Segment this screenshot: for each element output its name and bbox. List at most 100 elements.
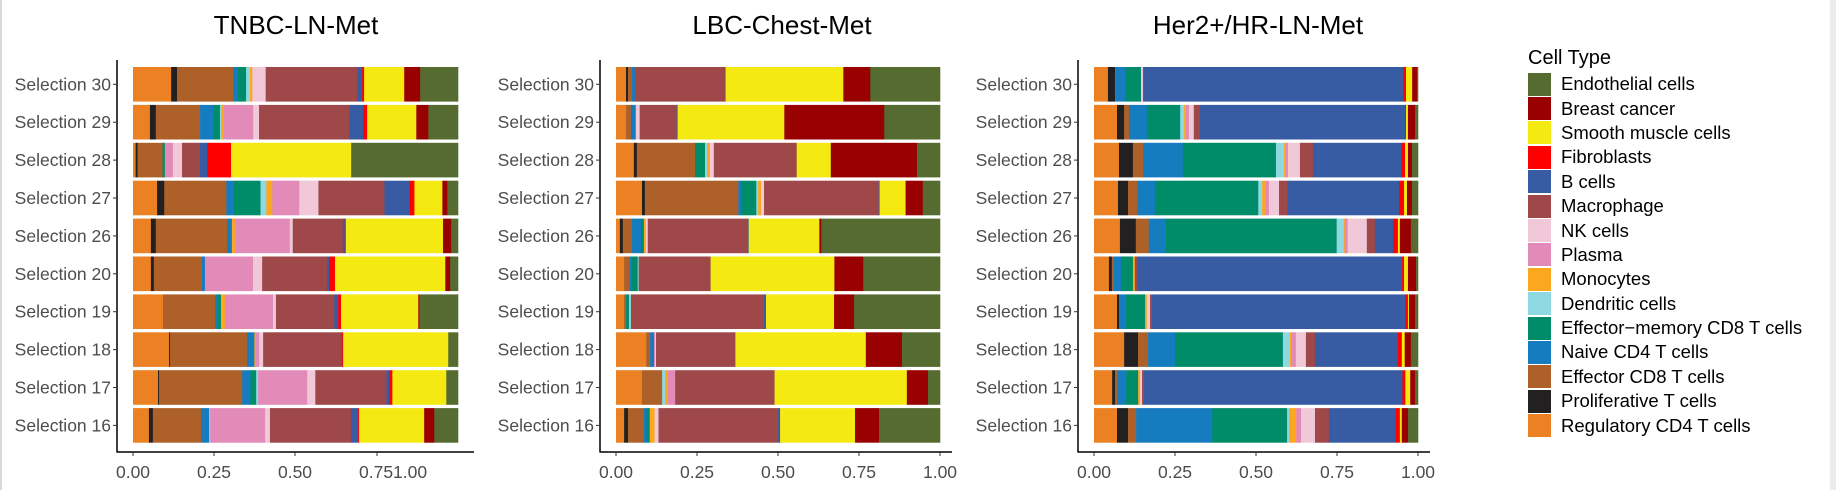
bar-segment-bcell	[1312, 142, 1402, 178]
y-tick-label: Selection 26	[15, 226, 111, 246]
panel-2: LBC-Chest-Met Selection 30 Selection 29 Sel…	[498, 10, 958, 482]
bar-segment-breast	[1410, 370, 1416, 405]
bar-segment-plasma	[1344, 218, 1348, 254]
bar-segment-mono	[649, 408, 655, 443]
bar-segment-plasma	[223, 104, 254, 140]
bar-segment-naive	[630, 104, 637, 140]
y-tick-label: Selection 20	[498, 264, 595, 284]
legend-label: Proliferative T cells	[1561, 390, 1717, 412]
bar-segment-plasma	[210, 408, 266, 443]
x-tick-label: 1.00	[923, 462, 957, 482]
bar-segment-bcell	[1152, 294, 1406, 329]
x-tick-label: 0.75	[842, 462, 876, 482]
bar-segment-plasma	[1265, 180, 1270, 216]
legend-label: Monocytes	[1561, 268, 1651, 290]
bar-segment-em	[694, 142, 706, 178]
bar-segment-dend	[1275, 142, 1285, 178]
bar-segment-prolif	[633, 142, 638, 178]
bar-segment-dend	[1336, 218, 1345, 254]
bar-segment-breast	[424, 408, 435, 443]
bar-segment-bcell	[357, 67, 363, 102]
bar-segment-smooth	[1405, 370, 1411, 405]
bar-segment-macro	[1142, 370, 1145, 405]
bar-segment-endo	[1411, 142, 1419, 178]
y-tick-label: Selection 20	[976, 264, 1073, 284]
bar-segment-naive	[1113, 256, 1122, 292]
x-tick-label: 0.50	[1239, 462, 1273, 482]
legend-label: Smooth muscle cells	[1561, 121, 1731, 143]
panel-3: Her2+/HR-LN-Met Selection 30 Selection 29 S…	[976, 10, 1436, 482]
bar-segment-naive	[1142, 142, 1184, 178]
bar-segment-naive	[1148, 218, 1166, 254]
bar-segment-macro	[647, 218, 748, 254]
bar-segment-smooth	[1404, 256, 1409, 292]
legend-swatch	[1528, 121, 1551, 145]
bar-segment-reg	[1094, 180, 1119, 216]
bar-segment-smooth	[414, 180, 443, 216]
bar-segment-eff	[642, 370, 663, 405]
bar-segment-fib	[329, 256, 336, 292]
bar-segment-smooth	[796, 142, 832, 178]
bar-segment-eff	[1135, 218, 1150, 254]
bar-segment-smooth	[335, 256, 446, 292]
bar-segment-endo	[821, 218, 941, 254]
bar-segment-endo	[446, 370, 459, 405]
bar-segment-breast	[819, 218, 822, 254]
bar-row	[616, 256, 941, 292]
bar-segment-em	[1165, 218, 1337, 254]
bar-segment-eff	[626, 104, 632, 140]
bar-segment-macro	[638, 256, 711, 292]
bar-segment-fib	[1401, 142, 1406, 178]
y-tick-label: Selection 16	[498, 415, 594, 435]
bar-segment-reg	[1094, 256, 1110, 292]
bar-segment-eff	[1128, 408, 1137, 443]
bar-segment-prolif	[135, 142, 138, 178]
legend-label: B cells	[1561, 170, 1616, 192]
legend-swatch	[1528, 414, 1551, 438]
bar-segment-naive	[1117, 370, 1127, 405]
x-tick-label: 0.00	[599, 462, 633, 482]
bar-segment-breast	[443, 218, 452, 254]
bar-segment-breast	[865, 332, 903, 367]
bar-segment-naive	[1148, 332, 1176, 367]
bar-segment-reg	[616, 256, 625, 292]
y-tick-label: Selection 28	[976, 150, 1072, 170]
bar-segment-reg	[616, 142, 635, 178]
bar-segment-reg	[616, 294, 625, 329]
bar-segment-reg	[616, 180, 643, 216]
bar-segment-endo	[870, 67, 941, 102]
legend-item-eff: Effector CD8 T cells	[1528, 365, 1828, 389]
bar-segment-naive	[247, 332, 255, 367]
legend-title: Cell Type	[1528, 47, 1612, 69]
legend-swatch	[1528, 219, 1551, 243]
bar-segment-dend	[246, 67, 251, 102]
bar-segment-breast	[416, 104, 429, 140]
bar-segment-fib	[1402, 370, 1406, 405]
bar-segment-mono	[221, 104, 225, 140]
bar-segment-eff	[628, 408, 645, 443]
bar-segment-macro	[658, 408, 779, 443]
legend-item-mono: Monocytes	[1528, 267, 1828, 291]
bar-row	[133, 142, 459, 178]
bar-segment-macro	[259, 104, 350, 140]
bar-segment-endo	[428, 104, 459, 140]
bar-segment-endo	[879, 408, 941, 443]
legend-swatch	[1528, 194, 1551, 218]
y-tick-label: Selection 19	[498, 302, 594, 322]
legend-swatch	[1528, 340, 1551, 364]
bar-segment-eff	[1124, 104, 1130, 140]
bar-segment-breast	[1407, 142, 1413, 178]
bar-segment-endo	[1407, 408, 1419, 443]
bar-segment-macro	[262, 256, 328, 292]
y-tick-label: Selection 27	[976, 188, 1072, 208]
bar-segment-naive	[201, 256, 206, 292]
bar-segment-smooth	[1401, 332, 1406, 367]
bar-segment-bcell	[386, 370, 390, 405]
bar-segment-fib	[1405, 294, 1409, 329]
y-tick-label: Selection 16	[15, 415, 111, 435]
bar-segment-em	[162, 142, 166, 178]
legend-label: Endothelial cells	[1561, 73, 1695, 95]
bar-segment-nk	[1147, 294, 1151, 329]
left-edge-border	[0, 0, 2, 490]
